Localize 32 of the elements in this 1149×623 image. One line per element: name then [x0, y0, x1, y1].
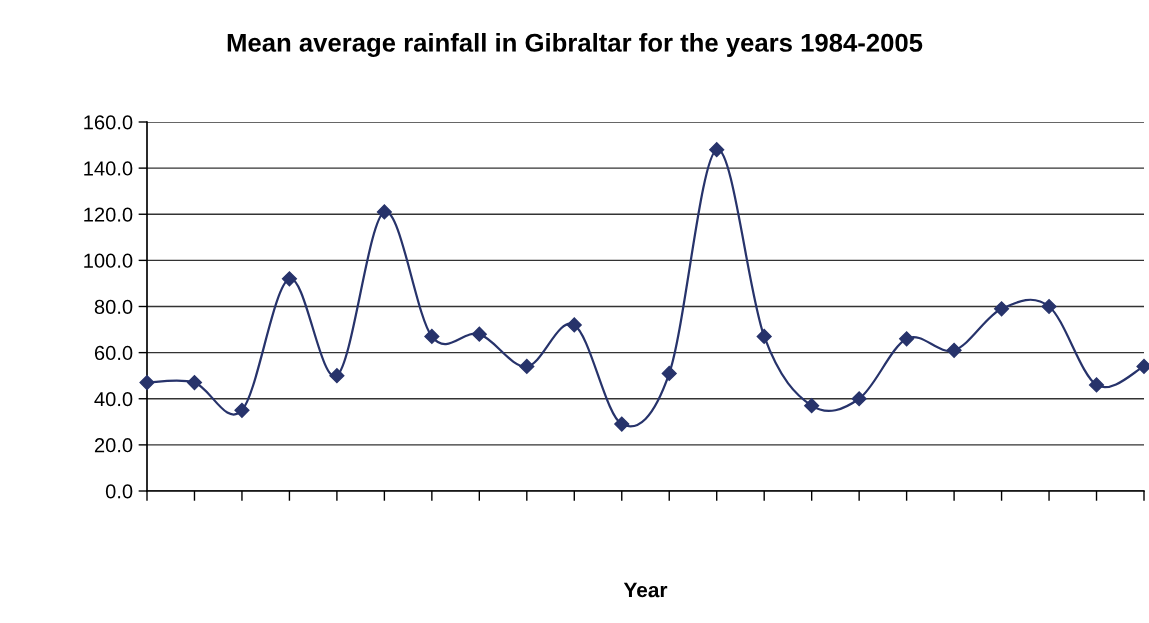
point	[851, 391, 867, 407]
y-tick-label: 100.0	[84, 253, 133, 268]
point	[709, 142, 725, 158]
point	[329, 368, 345, 384]
y-tick-label: 160.0	[84, 115, 133, 130]
point	[566, 317, 582, 333]
y-tick-label: 0.0	[105, 484, 133, 499]
y-tick-label: 120.0	[84, 207, 133, 222]
x-axis-title: Year	[623, 582, 668, 598]
point	[994, 301, 1010, 317]
point	[899, 331, 915, 347]
y-tick-label: 40.0	[94, 391, 133, 407]
point	[234, 402, 250, 418]
y-tick-label: 80.0	[94, 299, 133, 314]
point	[1088, 377, 1105, 393]
point	[756, 328, 772, 345]
chart-title: Mean average rainfall in Gibraltar for the years 1984-2005	[227, 32, 923, 58]
point	[661, 365, 677, 381]
point	[281, 271, 297, 287]
point	[1041, 298, 1057, 315]
point	[614, 416, 630, 432]
point	[139, 375, 155, 391]
point	[804, 398, 820, 414]
y-tick-label: 20.0	[94, 438, 133, 453]
point	[424, 328, 440, 345]
point	[946, 342, 962, 358]
point	[519, 358, 535, 375]
y-tick-label: 60.0	[94, 345, 133, 361]
point	[186, 375, 203, 391]
point	[376, 204, 392, 220]
y-tick-label: 140.0	[84, 161, 133, 176]
point	[471, 326, 487, 342]
